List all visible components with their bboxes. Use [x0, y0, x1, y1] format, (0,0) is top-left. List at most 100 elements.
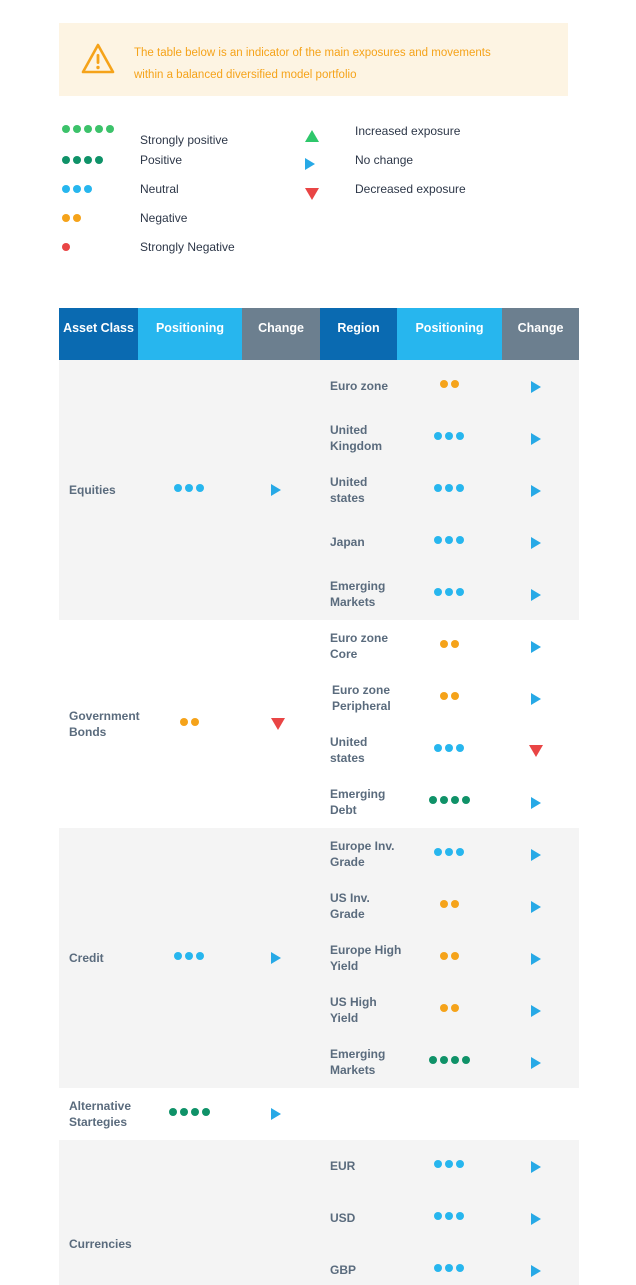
triangle-down-icon — [271, 718, 285, 730]
region-positioning-dots — [439, 1004, 459, 1012]
dot — [450, 380, 459, 388]
dot — [95, 156, 103, 164]
triangle-right-icon — [305, 158, 315, 170]
region-label: GBP — [330, 1263, 357, 1277]
dot — [461, 1056, 470, 1064]
dot — [434, 848, 442, 856]
dot — [456, 848, 464, 856]
dot — [450, 1004, 459, 1012]
asset-positioning-dots — [179, 718, 199, 726]
region-positioning-dots — [434, 1264, 464, 1272]
region-positioning-dots — [428, 1056, 470, 1064]
legend-label-negative: Negative — [140, 211, 188, 225]
dot — [439, 380, 448, 388]
triangle-right-icon — [531, 901, 541, 913]
region-positioning-dots — [434, 588, 464, 596]
region-label: United states — [330, 735, 368, 765]
notice-line-2: within a balanced diversified model port… — [134, 69, 357, 81]
asset-positioning-dots — [174, 484, 204, 492]
dot — [73, 125, 81, 133]
dot — [439, 796, 448, 804]
dot — [62, 243, 70, 251]
region-positioning-dots — [434, 744, 464, 752]
asset-positioning-dots — [174, 952, 204, 960]
dot — [73, 214, 81, 222]
region-positioning-dots — [439, 900, 459, 908]
dot — [434, 432, 442, 440]
dot — [445, 588, 453, 596]
dot — [445, 848, 453, 856]
dot — [95, 125, 103, 133]
dot — [434, 484, 442, 492]
dot — [428, 796, 437, 804]
legend-label-decreased: Decreased exposure — [355, 182, 466, 196]
dot — [456, 588, 464, 596]
legend-label-no-change: No change — [355, 153, 414, 167]
triangle-right-icon — [271, 952, 281, 964]
dot — [196, 952, 204, 960]
dot — [445, 1212, 453, 1220]
dot — [84, 185, 92, 193]
dot — [456, 1264, 464, 1272]
dot — [174, 952, 182, 960]
region-positioning-dots — [439, 640, 459, 648]
dot — [450, 692, 459, 700]
dot — [73, 185, 81, 193]
region-label: Japan — [330, 535, 365, 549]
region-positioning-dots — [439, 692, 459, 700]
dot — [84, 156, 92, 164]
region-label: Europe Inv. Grade — [330, 839, 395, 869]
triangle-right-icon — [531, 589, 541, 601]
region-label: US High Yield — [330, 995, 377, 1025]
dot — [190, 718, 199, 726]
asset-class-label: Alternative Startegies — [69, 1099, 132, 1129]
triangle-right-icon — [531, 953, 541, 965]
table-group: Alternative Startegies — [59, 1088, 579, 1140]
region-label: Euro zone — [330, 379, 389, 393]
dot — [428, 1056, 437, 1064]
triangle-right-icon — [531, 1213, 541, 1225]
dot — [439, 952, 448, 960]
notice-text: The table below is an indicator of the m… — [134, 42, 554, 86]
dot — [62, 125, 70, 133]
dot — [456, 536, 464, 544]
dot — [445, 536, 453, 544]
notice-banner: The table below is an indicator of the m… — [59, 23, 568, 96]
dot — [201, 1108, 210, 1116]
header-region-positioning: Positioning — [397, 308, 502, 360]
region-label: United Kingdom — [330, 423, 382, 453]
dot — [84, 125, 92, 133]
triangle-right-icon — [531, 537, 541, 549]
table-group: CurrenciesEURUSDGBPJPY — [59, 1140, 579, 1285]
dot — [445, 484, 453, 492]
legend-dots-neutral — [62, 185, 92, 193]
dot — [439, 692, 448, 700]
dot — [461, 796, 470, 804]
dot — [434, 536, 442, 544]
legend-label-neutral: Neutral — [140, 182, 179, 196]
asset-class-label: Credit — [69, 951, 104, 965]
triangle-down-icon — [529, 745, 543, 757]
legend-dots-strongly-negative — [62, 243, 70, 251]
dot — [445, 1160, 453, 1168]
header-region: Region — [320, 308, 397, 360]
dot — [445, 744, 453, 752]
legend-dots-negative — [62, 214, 81, 222]
region-positioning-dots — [439, 952, 459, 960]
region-positioning-dots — [439, 380, 459, 388]
triangle-right-icon — [271, 484, 281, 496]
legend-label-increased: Increased exposure — [355, 124, 461, 138]
dot — [450, 640, 459, 648]
header-asset-class: Asset Class — [59, 308, 138, 360]
asset-class-label: Government Bonds — [69, 709, 140, 739]
dot — [456, 432, 464, 440]
region-label: Emerging Debt — [330, 787, 386, 817]
triangle-right-icon — [271, 1108, 281, 1120]
region-label: United states — [330, 475, 368, 505]
dot — [434, 1212, 442, 1220]
triangle-right-icon — [531, 693, 541, 705]
dot — [456, 1212, 464, 1220]
dot — [62, 156, 70, 164]
asset-class-label: Equities — [69, 483, 116, 497]
dot — [445, 432, 453, 440]
